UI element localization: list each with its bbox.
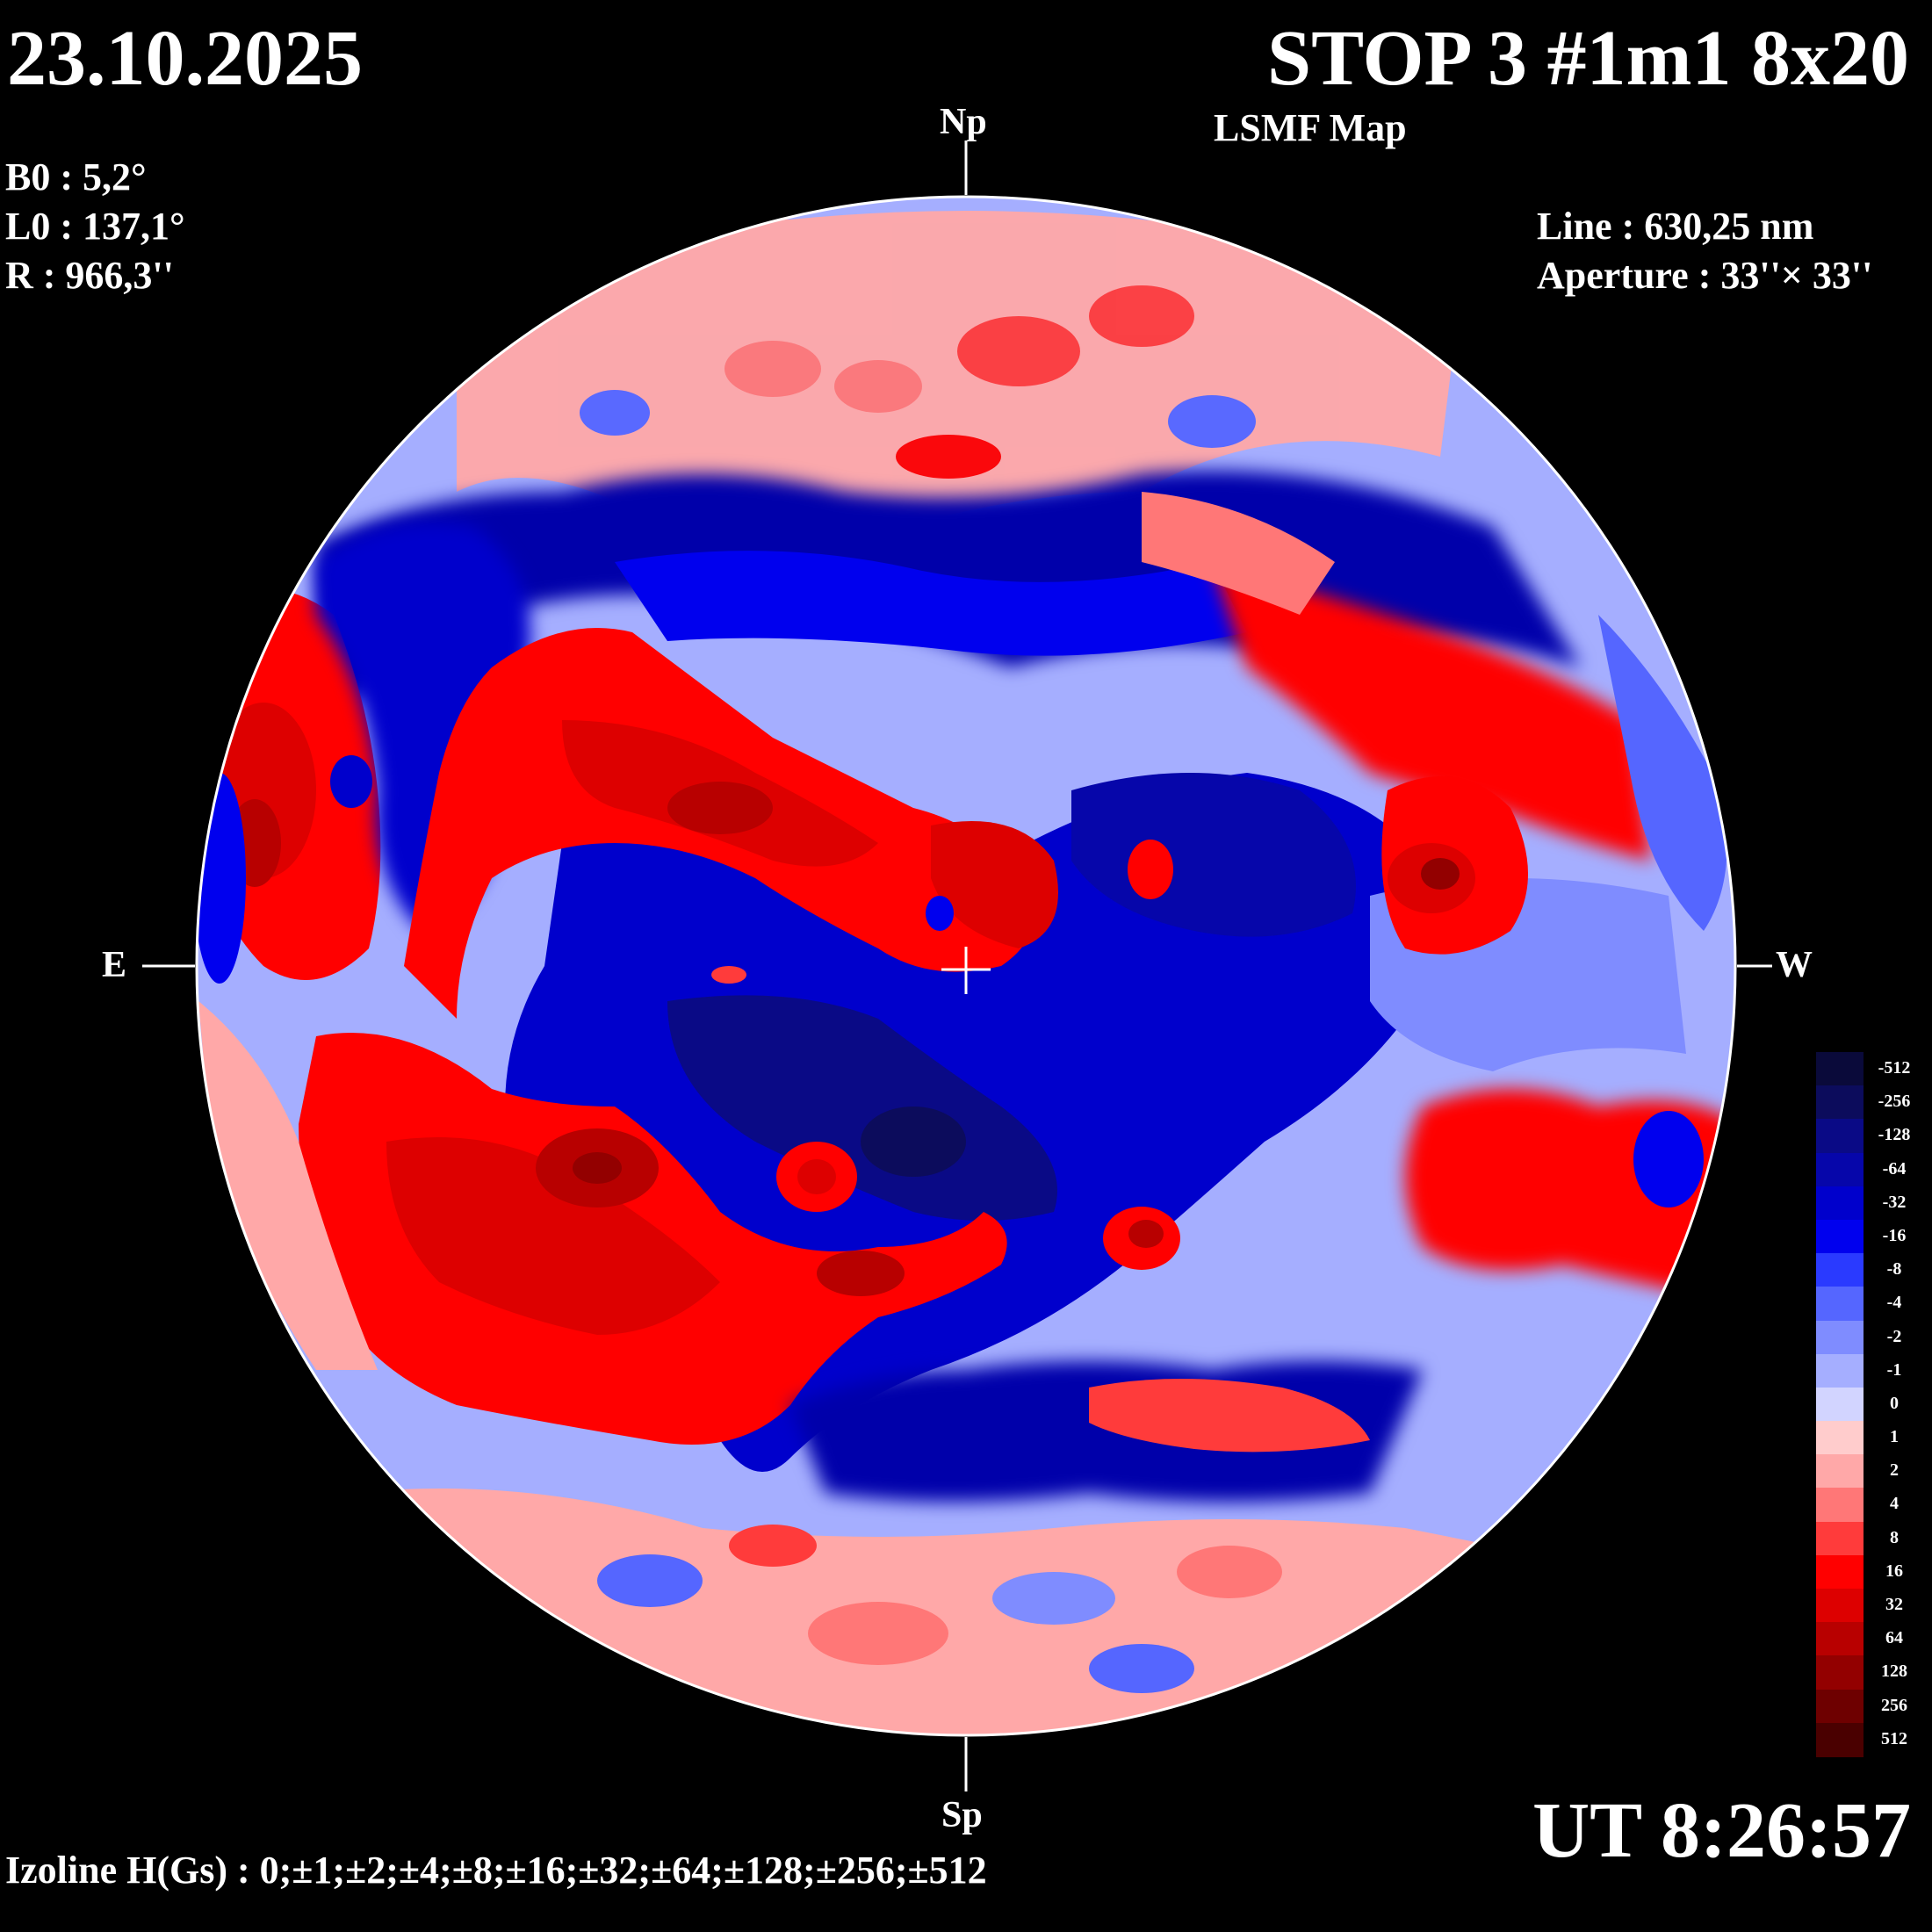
param-b0: B0 : 5,2°	[5, 155, 147, 198]
legend-swatch	[1816, 1655, 1864, 1690]
legend-label: -256	[1878, 1092, 1911, 1112]
legend-swatch	[1816, 1722, 1864, 1757]
north-pole-label: Np	[940, 102, 987, 142]
legend-swatch	[1816, 1622, 1864, 1657]
legend-level: -1	[1816, 1353, 1925, 1388]
field-regions	[197, 211, 1735, 1735]
param-l0: L0 : 137,1°	[5, 205, 185, 248]
legend-swatch	[1816, 1186, 1864, 1221]
legend-label: 2	[1890, 1460, 1899, 1481]
legend-label: -16	[1882, 1225, 1907, 1245]
legend-swatch	[1816, 1219, 1864, 1254]
legend-swatch	[1816, 1152, 1864, 1187]
legend-level: 512	[1816, 1722, 1925, 1757]
legend-level: -64	[1816, 1152, 1925, 1187]
legend-level: -256	[1816, 1085, 1925, 1121]
legend-level: -16	[1816, 1219, 1925, 1254]
axis-ticks	[142, 141, 1772, 1791]
legend-level: 2	[1816, 1454, 1925, 1489]
legend-swatch	[1816, 1554, 1864, 1590]
legend-swatch	[1816, 1052, 1864, 1086]
legend-label: -2	[1886, 1326, 1902, 1346]
legend-swatch	[1816, 1589, 1864, 1624]
legend-label: 32	[1885, 1595, 1903, 1615]
legend-swatch	[1816, 1085, 1864, 1121]
legend-swatch	[1816, 1353, 1864, 1388]
legend-label: -32	[1882, 1192, 1907, 1212]
legend-label: -1	[1886, 1359, 1902, 1380]
east-label: E	[102, 945, 127, 985]
legend-swatch	[1816, 1521, 1864, 1556]
west-label: W	[1776, 945, 1813, 985]
legend-label: 64	[1885, 1628, 1903, 1648]
legend-label: 8	[1890, 1527, 1899, 1547]
south-pole-label: Sp	[941, 1795, 983, 1835]
legend-swatch	[1816, 1253, 1864, 1288]
legend-label: 4	[1890, 1494, 1899, 1514]
legend-level: -4	[1816, 1287, 1925, 1322]
legend-level: -8	[1816, 1253, 1925, 1288]
legend-label: -64	[1882, 1158, 1907, 1179]
legend-swatch	[1816, 1488, 1864, 1523]
legend-swatch	[1816, 1119, 1864, 1154]
legend-level: 0	[1816, 1387, 1925, 1422]
legend-label: -4	[1886, 1293, 1902, 1313]
legend-level: 16	[1816, 1554, 1925, 1590]
spectral-line: Line : 630,25 nm	[1537, 205, 1814, 248]
param-radius: R : 966,3''	[5, 254, 174, 297]
legend-level: 8	[1816, 1521, 1925, 1556]
map-title: STOP 3 #1m1 8x20	[1267, 15, 1909, 102]
map-subtitle: LSMF Map	[1214, 106, 1407, 149]
north-red-tongue	[1212, 562, 1651, 861]
observation-time: UT 8:26:57	[1532, 1787, 1911, 1874]
legend-label: -8	[1886, 1259, 1902, 1280]
legend-swatch	[1816, 1454, 1864, 1489]
legend-swatch	[1816, 1320, 1864, 1355]
legend-label: 1	[1890, 1427, 1899, 1447]
legend-level: -128	[1816, 1119, 1925, 1154]
legend-label: 0	[1890, 1393, 1899, 1413]
legend-label: -512	[1878, 1058, 1911, 1078]
legend-level: -512	[1816, 1052, 1925, 1086]
legend-swatch	[1816, 1287, 1864, 1322]
north-polar-mixed-field	[457, 211, 1458, 536]
legend-label: 256	[1881, 1695, 1907, 1715]
legend-level: -32	[1816, 1186, 1925, 1221]
legend-label: 512	[1881, 1728, 1907, 1748]
observation-date: 23.10.2025	[7, 15, 363, 102]
legend-level: 128	[1816, 1655, 1925, 1690]
legend-level: 1	[1816, 1421, 1925, 1456]
legend-swatch	[1816, 1421, 1864, 1456]
legend-level: 4	[1816, 1488, 1925, 1523]
legend-level: 256	[1816, 1689, 1925, 1724]
legend-swatch	[1816, 1387, 1864, 1422]
legend-level: -2	[1816, 1320, 1925, 1355]
legend-label: 16	[1885, 1561, 1903, 1581]
color-legend: -512 -256 -128 -64 -32 -16 -8 -4 -2 -1 0…	[1816, 1052, 1925, 1757]
izoline-levels: Izoline H(Gs) : 0;±1;±2;±4;±8;±16;±32;±6…	[5, 1849, 987, 1892]
legend-label: 128	[1881, 1662, 1907, 1682]
legend-level: 32	[1816, 1589, 1925, 1624]
legend-label: -128	[1878, 1125, 1911, 1145]
legend-level: 64	[1816, 1622, 1925, 1657]
legend-swatch	[1816, 1689, 1864, 1724]
aperture-size: Aperture : 33''× 33''	[1537, 254, 1873, 297]
